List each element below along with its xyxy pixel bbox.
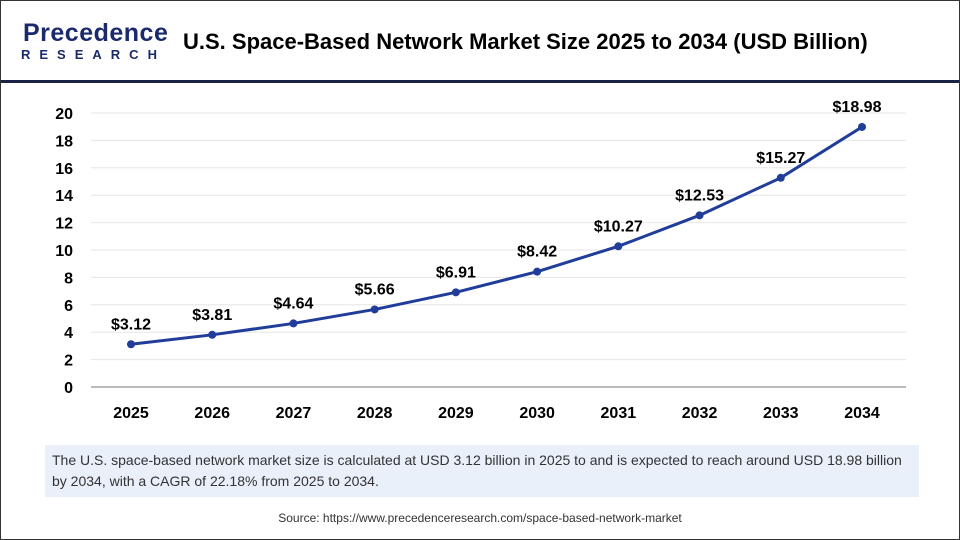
data-label: $15.27 [756, 150, 805, 167]
data-label: $12.53 [675, 187, 724, 204]
data-point [451, 288, 460, 297]
data-label: $18.98 [833, 99, 882, 116]
y-tick-label: 18 [55, 133, 73, 150]
y-tick-label: 14 [55, 188, 73, 205]
series-line [130, 125, 863, 346]
data-point [127, 340, 135, 349]
data-point [533, 267, 542, 276]
logo-line1: Precedence [23, 19, 169, 47]
y-tick-label: 16 [55, 161, 73, 178]
chart-note: The U.S. space-based network market size… [45, 445, 919, 497]
data-label: $4.64 [273, 295, 313, 312]
header-divider [1, 80, 959, 83]
precedence-research-logo: Precedence RESEARCH [17, 19, 168, 63]
x-tick-label: 2029 [438, 405, 474, 422]
y-tick-label: 4 [64, 325, 73, 342]
y-tick-label: 20 [55, 106, 73, 123]
data-label: $6.91 [436, 264, 476, 281]
data-label: $10.27 [594, 218, 643, 235]
y-tick-label: 6 [64, 298, 73, 315]
x-tick-label: 2030 [519, 405, 555, 422]
chart-title: U.S. Space-Based Network Market Size 202… [183, 29, 868, 54]
x-tick-label: 2034 [844, 405, 880, 422]
x-tick-label: 2025 [113, 405, 149, 422]
y-tick-label: 12 [55, 216, 73, 233]
x-tick-label: 2032 [682, 405, 718, 422]
x-tick-label: 2028 [357, 405, 393, 422]
data-label: $3.81 [192, 307, 232, 324]
data-point [695, 211, 704, 220]
y-tick-label: 0 [64, 380, 73, 397]
x-tick-label: 2027 [276, 405, 312, 422]
y-tick-label: 8 [64, 270, 73, 287]
data-label: $3.12 [111, 316, 151, 333]
source-text: Source: https://www.precedenceresearch.c… [278, 511, 682, 525]
data-point [858, 122, 866, 131]
data-point [370, 305, 379, 314]
data-point [208, 330, 217, 339]
y-tick-label: 10 [55, 243, 73, 260]
y-tick-label: 2 [64, 353, 73, 370]
logo-line2: RESEARCH [21, 47, 166, 62]
data-point [289, 319, 298, 328]
x-tick-label: 2026 [194, 405, 230, 422]
data-label: $8.42 [517, 244, 557, 261]
data-point [614, 242, 623, 251]
data-point [776, 173, 785, 182]
x-tick-label: 2031 [601, 405, 637, 422]
data-label: $5.66 [355, 281, 395, 298]
x-tick-label: 2033 [763, 405, 799, 422]
line-chart: 0 2 4 6 8 10 12 14 16 18 20 $3.12 2025 $3.81 2026 $4.64… [55, 99, 906, 422]
